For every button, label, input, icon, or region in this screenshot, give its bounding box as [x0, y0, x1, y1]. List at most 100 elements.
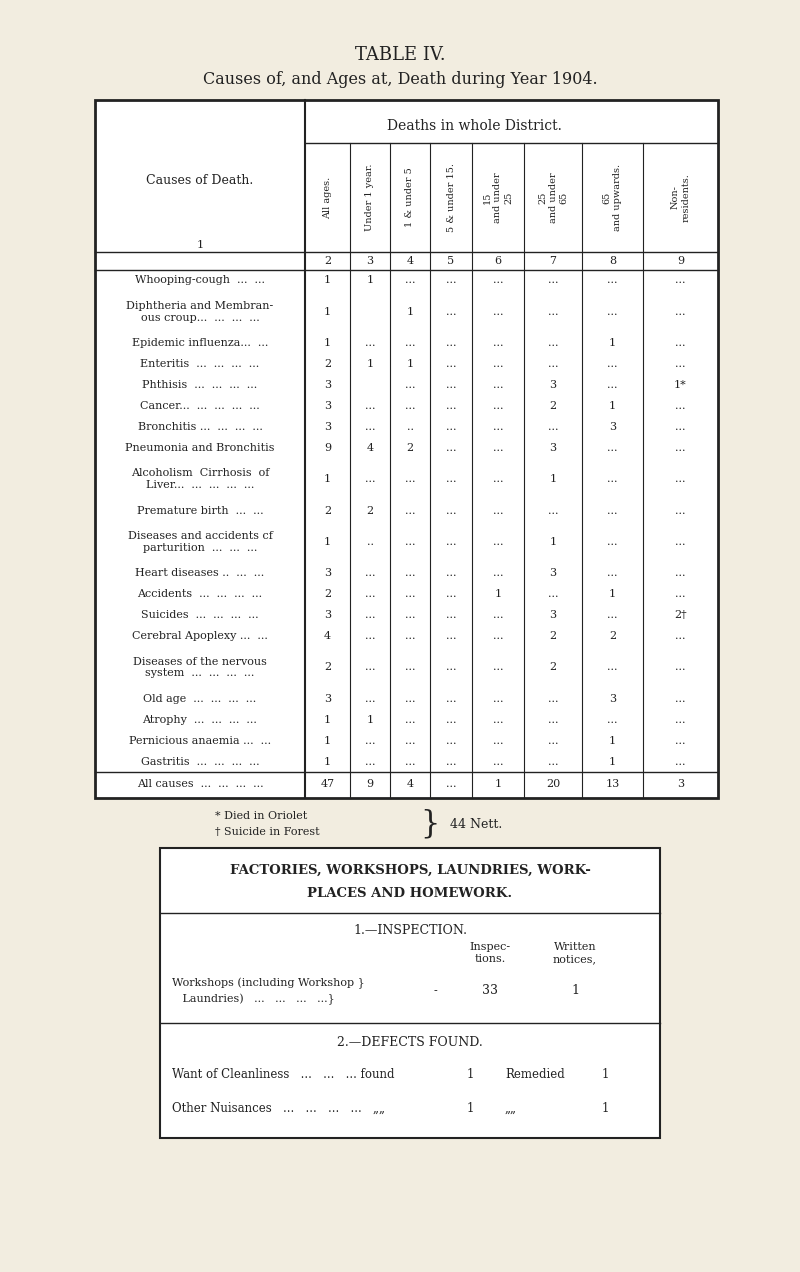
- Text: ...: ...: [446, 276, 456, 285]
- Text: Whooping-cough  ...  ...: Whooping-cough ... ...: [135, 276, 265, 285]
- Text: ...: ...: [607, 505, 618, 515]
- Text: ...: ...: [446, 611, 456, 621]
- Text: ...: ...: [365, 589, 375, 599]
- Text: 3: 3: [550, 569, 557, 579]
- Text: ...: ...: [548, 505, 558, 515]
- Text: 1: 1: [324, 735, 331, 745]
- Text: 9: 9: [677, 256, 684, 266]
- Text: Under 1 year.: Under 1 year.: [366, 164, 374, 232]
- Text: Accidents  ...  ...  ...  ...: Accidents ... ... ... ...: [138, 589, 262, 599]
- Text: ...: ...: [493, 307, 503, 317]
- Text: 1: 1: [466, 1068, 474, 1081]
- Text: 1: 1: [324, 715, 331, 725]
- Text: 33: 33: [482, 985, 498, 997]
- Text: 2: 2: [324, 256, 331, 266]
- Text: ...: ...: [607, 474, 618, 485]
- Text: 2†: 2†: [674, 611, 687, 621]
- Text: 9: 9: [324, 443, 331, 453]
- Text: ...: ...: [607, 663, 618, 673]
- Text: Laundries)   ...   ...   ...   ...}: Laundries) ... ... ... ...}: [172, 993, 334, 1005]
- Text: ...: ...: [675, 474, 686, 485]
- Text: ...: ...: [607, 380, 618, 391]
- Text: Causes of, and Ages at, Death during Year 1904.: Causes of, and Ages at, Death during Yea…: [202, 71, 598, 89]
- Text: ...: ...: [548, 757, 558, 767]
- Text: Other Nuisances   ...   ...   ...   ...   „„: Other Nuisances ... ... ... ... „„: [172, 1102, 385, 1114]
- Text: ...: ...: [493, 537, 503, 547]
- Text: ...: ...: [405, 611, 415, 621]
- Text: 4: 4: [406, 256, 414, 266]
- Text: Remedied: Remedied: [505, 1068, 565, 1081]
- Text: 2: 2: [324, 663, 331, 673]
- Text: ...: ...: [405, 474, 415, 485]
- Text: Liver...  ...  ...  ...  ...: Liver... ... ... ... ...: [146, 480, 254, 490]
- Text: ...: ...: [405, 589, 415, 599]
- Text: ..: ..: [406, 422, 414, 432]
- Text: 2: 2: [550, 401, 557, 411]
- Text: 1: 1: [494, 778, 502, 789]
- Text: ...: ...: [405, 401, 415, 411]
- Text: Diseases and accidents cf: Diseases and accidents cf: [127, 532, 273, 541]
- Text: ...: ...: [365, 338, 375, 349]
- Text: 5 & under 15.: 5 & under 15.: [446, 163, 455, 232]
- Text: 2: 2: [366, 505, 374, 515]
- Text: 3: 3: [550, 380, 557, 391]
- Text: ...: ...: [493, 735, 503, 745]
- Text: ...: ...: [548, 589, 558, 599]
- Text: system  ...  ...  ...  ...: system ... ... ... ...: [146, 668, 254, 678]
- Text: 2: 2: [550, 631, 557, 641]
- Text: 1: 1: [406, 307, 414, 317]
- Text: ...: ...: [607, 443, 618, 453]
- Text: Want of Cleanliness   ...   ...   ... found: Want of Cleanliness ... ... ... found: [172, 1068, 394, 1081]
- Text: ...: ...: [493, 443, 503, 453]
- Text: ...: ...: [365, 663, 375, 673]
- Text: 1: 1: [609, 338, 616, 349]
- Text: ...: ...: [365, 569, 375, 579]
- Text: 3: 3: [324, 422, 331, 432]
- Text: ...: ...: [446, 338, 456, 349]
- Text: 2: 2: [324, 505, 331, 515]
- Text: ...: ...: [446, 401, 456, 411]
- Text: TABLE IV.: TABLE IV.: [354, 46, 446, 64]
- Text: ...: ...: [548, 276, 558, 285]
- Text: 2: 2: [609, 631, 616, 641]
- Text: 1: 1: [324, 338, 331, 349]
- Text: 1: 1: [366, 276, 374, 285]
- Text: ...: ...: [548, 338, 558, 349]
- Text: Enteritis  ...  ...  ...  ...: Enteritis ... ... ... ...: [140, 359, 260, 369]
- Text: Diseases of the nervous: Diseases of the nervous: [133, 656, 267, 667]
- Text: 1: 1: [494, 589, 502, 599]
- Text: ...: ...: [675, 757, 686, 767]
- Text: ...: ...: [446, 443, 456, 453]
- Text: ...: ...: [405, 693, 415, 703]
- Text: ...: ...: [405, 338, 415, 349]
- Text: ...: ...: [446, 631, 456, 641]
- Text: ...: ...: [548, 735, 558, 745]
- Text: Cerebral Apoplexy ...  ...: Cerebral Apoplexy ... ...: [132, 631, 268, 641]
- Text: 4: 4: [324, 631, 331, 641]
- Text: 1: 1: [550, 537, 557, 547]
- Text: ...: ...: [493, 693, 503, 703]
- Text: 3: 3: [324, 611, 331, 621]
- Text: ...: ...: [365, 422, 375, 432]
- Text: ...: ...: [405, 715, 415, 725]
- Text: 3: 3: [366, 256, 374, 266]
- Text: 1: 1: [197, 240, 203, 251]
- Text: ...: ...: [405, 735, 415, 745]
- Text: 1: 1: [602, 1068, 609, 1081]
- Text: 5: 5: [447, 256, 454, 266]
- Text: 2: 2: [550, 663, 557, 673]
- Text: ...: ...: [493, 505, 503, 515]
- Text: ...: ...: [493, 338, 503, 349]
- Text: ...: ...: [675, 663, 686, 673]
- Text: ous croup...  ...  ...  ...: ous croup... ... ... ...: [141, 313, 259, 323]
- Text: 47: 47: [321, 778, 334, 789]
- Text: 1: 1: [609, 589, 616, 599]
- Text: }: }: [420, 809, 440, 840]
- Text: ...: ...: [446, 307, 456, 317]
- Text: ...: ...: [405, 757, 415, 767]
- Text: 1: 1: [609, 735, 616, 745]
- Text: ...: ...: [675, 307, 686, 317]
- Text: Old age  ...  ...  ...  ...: Old age ... ... ... ...: [143, 693, 257, 703]
- Text: 4: 4: [366, 443, 374, 453]
- Text: ...: ...: [607, 359, 618, 369]
